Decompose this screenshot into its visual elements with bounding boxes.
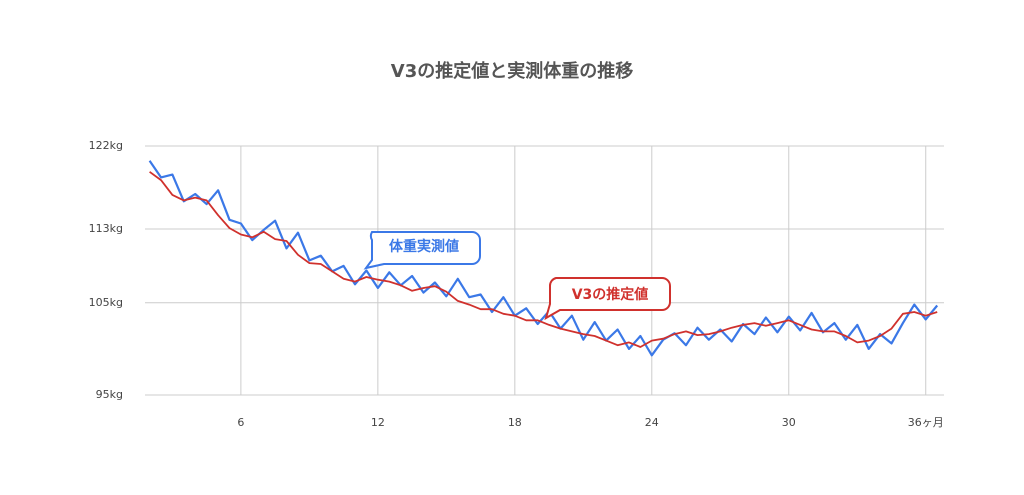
y-tick-label: 113kg bbox=[89, 222, 123, 235]
x-tick-label: 30 bbox=[782, 416, 796, 429]
y-tick-label: 122kg bbox=[89, 139, 123, 152]
x-tick-label: 6 bbox=[237, 416, 244, 429]
chart-title: V3の推定値と実測体重の推移 bbox=[391, 60, 633, 82]
series-line bbox=[148, 160, 939, 357]
series-line bbox=[149, 171, 938, 348]
x-tick-label: 24 bbox=[645, 416, 659, 429]
y-tick-label: 95kg bbox=[96, 388, 123, 401]
plot-area: 95kg 105kg 113kg 122kg 6 12 18 24 30 36ヶ月 bbox=[89, 139, 944, 429]
callout-label: 体重実測値 bbox=[389, 238, 459, 255]
y-tick-label: 105kg bbox=[89, 296, 123, 309]
x-tick-label: 36ヶ月 bbox=[908, 416, 944, 429]
callout-estimate: V3の推定値 bbox=[544, 277, 671, 321]
x-tick-label: 12 bbox=[371, 416, 385, 429]
callout-measured: 体重実測値 bbox=[363, 231, 481, 270]
x-tick-label: 18 bbox=[508, 416, 522, 429]
callout-label: V3の推定値 bbox=[572, 286, 649, 303]
